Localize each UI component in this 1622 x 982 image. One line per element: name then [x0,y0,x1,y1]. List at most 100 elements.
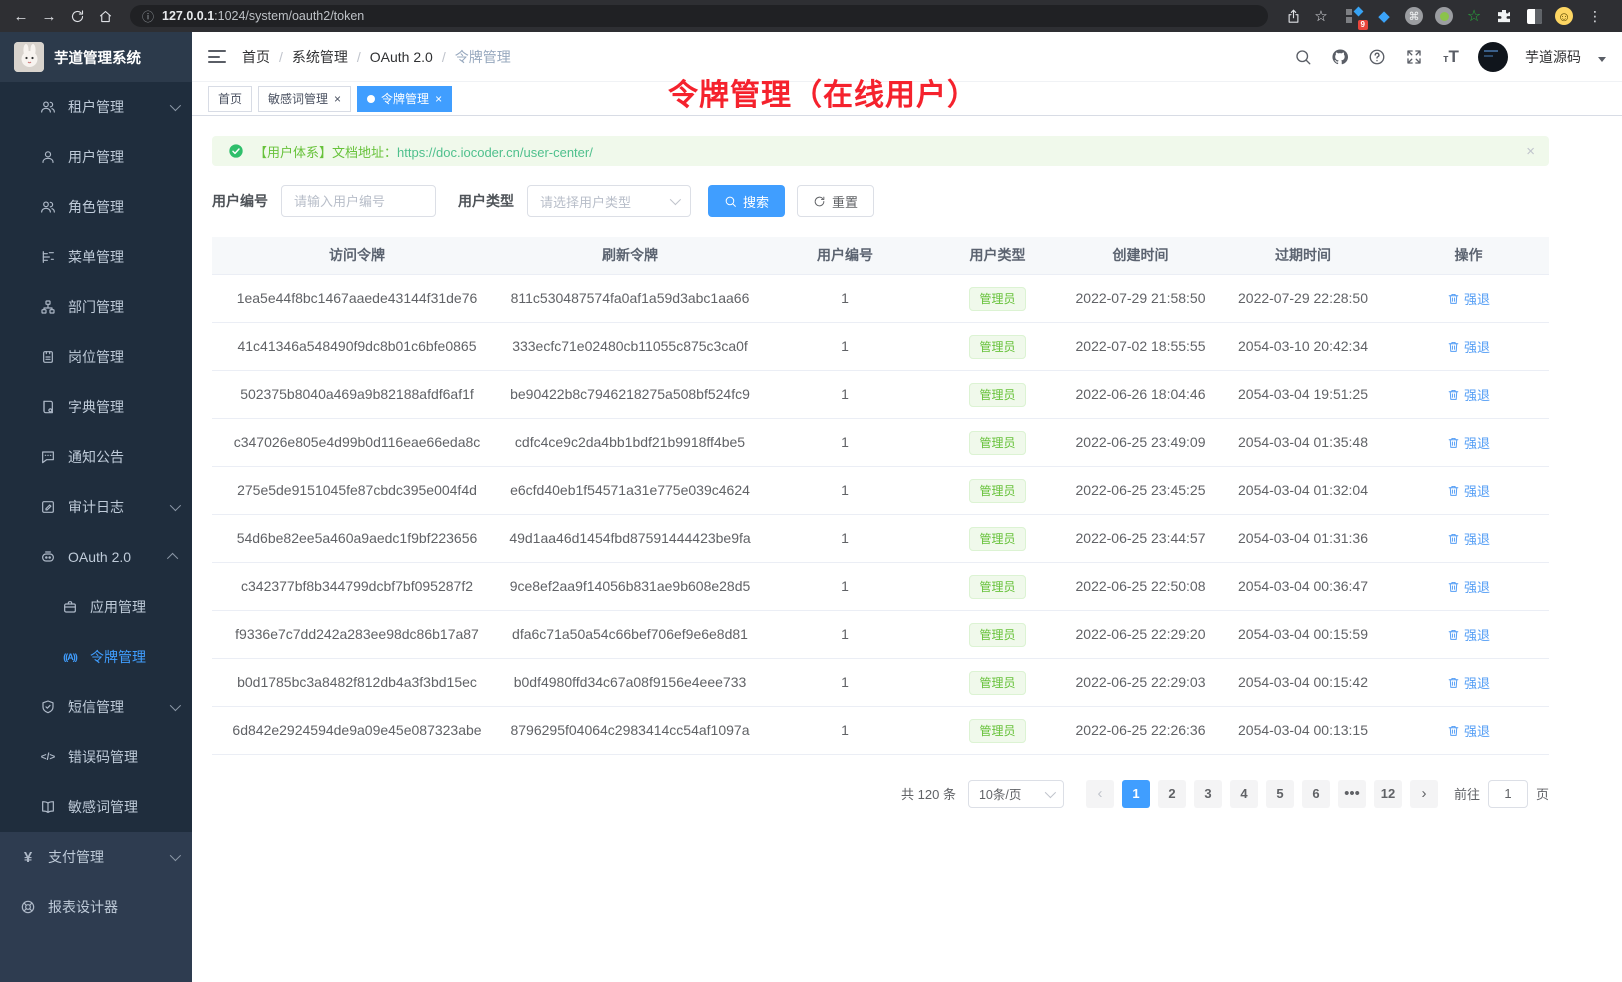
prev-page-button[interactable]: ‹ [1085,779,1114,808]
sidebar-item-岗位管理[interactable]: 岗位管理 [0,332,192,382]
doc-link[interactable]: https://doc.iocoder.cn/user-center/ [397,144,593,160]
column-header: 刷新令牌 [502,237,758,275]
alert-close-icon[interactable]: × [1526,142,1535,160]
page-button-1[interactable]: 1 [1121,779,1150,808]
command-extension-icon[interactable]: ⌘ [1404,6,1424,26]
sidebar-item-敏感词管理[interactable]: 敏感词管理 [0,782,192,832]
browser-menu-icon[interactable]: ⋮ [1588,7,1602,24]
kick-out-link[interactable]: 强退 [1447,529,1490,548]
page-info-icon[interactable]: ⓘ [142,9,155,24]
tenant-users-icon [40,99,56,115]
page-button-6[interactable]: 6 [1301,779,1330,808]
sidebar-item-租户管理[interactable]: 租户管理 [0,82,192,132]
kick-out-link[interactable]: 强退 [1447,625,1490,644]
page-button-3[interactable]: 3 [1193,779,1222,808]
chevron-down-icon [669,193,682,206]
profile-avatar-icon[interactable]: ☺ [1554,6,1574,26]
chevron-down-icon [169,99,182,112]
sidebar-item-菜单管理[interactable]: 菜单管理 [0,232,192,282]
home-icon[interactable] [92,3,118,29]
kick-out-link[interactable]: 强退 [1447,721,1490,740]
fullscreen-icon[interactable] [1404,47,1424,67]
sidebar-menu: 租户管理 用户管理 角色管理 菜单管理 部门管理 岗位管理 字典管理 通知公告 [0,82,192,982]
bookmark-star-icon[interactable]: ☆ [1314,8,1328,25]
tab-令牌管理[interactable]: 令牌管理 × [357,85,453,112]
puzzle-extensions-icon[interactable] [1494,6,1514,26]
sidebar-item-字典管理[interactable]: 字典管理 [0,382,192,432]
chevron-down-icon [169,499,182,512]
user-type-tag: 管理员 [969,574,1026,599]
forward-icon[interactable]: → [41,7,57,25]
page-button-4[interactable]: 4 [1229,779,1258,808]
tab-敏感词管理[interactable]: 敏感词管理 × [258,85,352,112]
column-header: 创建时间 [1063,237,1218,275]
kick-out-link[interactable]: 强退 [1447,385,1490,404]
adblock-extension-icon[interactable]: 9 [1344,6,1368,30]
reload-icon[interactable] [64,3,90,29]
column-header: 用户类型 [932,237,1063,275]
gem-extension-icon[interactable]: ◆ [1378,8,1390,25]
kick-out-link[interactable]: 强退 [1447,481,1490,500]
sidebar-item-通知公告[interactable]: 通知公告 [0,432,192,482]
breadcrumb-item[interactable]: 令牌管理 [454,48,511,65]
breadcrumb-item[interactable]: 系统管理 [291,48,348,65]
font-size-icon[interactable]: тT [1443,46,1459,66]
reader-mode-icon[interactable] [1524,6,1544,26]
goto-label: 前往 [1453,787,1480,802]
sidebar-item-OAuth 2.0[interactable]: OAuth 2.0 [0,532,192,582]
sidebar-item-支付管理[interactable]: ¥ 支付管理 [0,832,192,882]
kick-out-link[interactable]: 强退 [1447,577,1490,596]
close-icon[interactable]: × [435,91,443,106]
page-size-select[interactable]: 10条/页 [967,779,1064,808]
user-type-tag: 管理员 [969,382,1026,407]
star-extension-icon[interactable]: ☆ [1466,8,1482,25]
github-icon[interactable] [1330,47,1350,67]
sidebar-item-角色管理[interactable]: 角色管理 [0,182,192,232]
kick-out-link[interactable]: 强退 [1447,337,1490,356]
app-title: 芋道管理系统 [54,50,141,67]
page-button-2[interactable]: 2 [1157,779,1186,808]
sidebar-item-短信管理[interactable]: 短信管理 [0,682,192,732]
user-id-input[interactable] [281,185,436,217]
user-type-select[interactable]: 请选择用户类型 [527,185,691,217]
back-icon[interactable]: ← [13,7,29,25]
page-button-•••[interactable]: ••• [1337,779,1366,808]
sidebar-item-用户管理[interactable]: 用户管理 [0,132,192,182]
kick-out-link[interactable]: 强退 [1447,433,1490,452]
close-icon[interactable]: × [334,91,342,106]
sidebar-item-错误码管理[interactable]: </> 错误码管理 [0,732,192,782]
sidebar-fold-icon[interactable] [208,50,226,63]
recorder-extension-icon[interactable] [1434,6,1454,26]
app-logo[interactable]: 芋道管理系统 [0,32,192,82]
token-table-body: 1ea5e44f8bc1467aaede43144f31de76 811c530… [212,274,1549,755]
table-row: 54d6be82ee5a460a9aedc1f9bf223656 49d1aa4… [212,514,1549,563]
reset-button[interactable]: 重置 [797,185,875,217]
sidebar-item-审计日志[interactable]: 审计日志 [0,482,192,532]
goto-page-input[interactable] [1487,779,1528,808]
address-bar[interactable]: ⓘ 127.0.0.1:1024/system/oauth2/token [130,5,1268,27]
user-menu-caret-icon[interactable] [1598,57,1606,62]
kick-out-link[interactable]: 强退 [1447,289,1490,308]
table-row: c347026e805e4d99b0d116eae66eda8c cdfc4ce… [212,418,1549,467]
tab-首页[interactable]: 首页 [208,85,253,112]
share-icon[interactable] [1280,3,1306,29]
extensions-cluster: 9 ◆ ⌘ ☆ ☺ ⋮ [1336,6,1614,30]
page-button-5[interactable]: 5 [1265,779,1294,808]
table-header-row: 访问令牌 刷新令牌 用户编号 用户类型 创建时间 过期时间 操作 [212,237,1549,275]
sidebar-item-部门管理[interactable]: 部门管理 [0,282,192,332]
column-header: 操作 [1388,237,1549,275]
next-page-button[interactable]: › [1409,779,1438,808]
alert-text: 【用户体系】文档地址： [254,144,398,160]
help-icon[interactable] [1367,47,1387,67]
sidebar-item-报表设计器[interactable]: 报表设计器 [0,882,192,932]
search-button[interactable]: 搜索 [708,185,786,217]
kick-out-link[interactable]: 强退 [1447,673,1490,692]
user-avatar[interactable] [1478,41,1508,72]
sidebar-item-应用管理[interactable]: 应用管理 [0,582,192,632]
page-button-12[interactable]: 12 [1373,779,1402,808]
search-icon[interactable] [1293,47,1313,67]
breadcrumb-item[interactable]: OAuth 2.0 [369,48,433,65]
sidebar-item-令牌管理[interactable]: ((A)) 令牌管理 [0,632,192,682]
app-briefcase-icon [62,599,78,615]
breadcrumb-item[interactable]: 首页 [242,48,270,65]
